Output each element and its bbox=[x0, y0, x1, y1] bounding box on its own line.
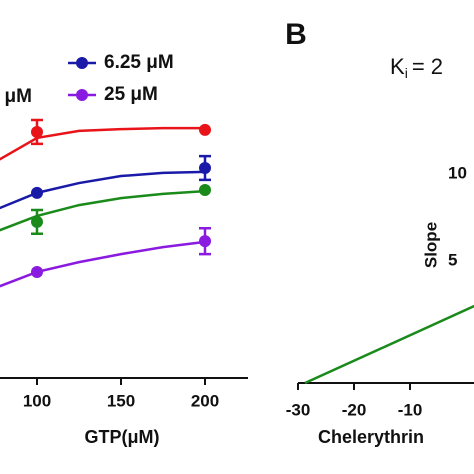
ki-annotation: Ki = 2 bbox=[390, 54, 443, 81]
x-tick-label: 200 bbox=[191, 391, 219, 410]
ki-value: = 2 bbox=[412, 54, 443, 79]
x-tick-label: 150 bbox=[107, 391, 135, 410]
ki-symbol: K bbox=[390, 54, 405, 79]
data-point bbox=[199, 235, 211, 248]
x-tick-label: -20 bbox=[342, 400, 367, 419]
fit-line bbox=[0, 189, 206, 232]
x-tick-label: -30 bbox=[286, 400, 311, 419]
y-axis-label: Slope bbox=[421, 222, 440, 268]
legend-label: μM bbox=[5, 86, 32, 107]
annotations: 100 150 200 6.25 μM μM 25 μM -30 -20 -10 5 10 bbox=[5, 52, 467, 419]
ki-subscript: i bbox=[405, 65, 408, 81]
fit-line bbox=[0, 126, 205, 161]
y-tick-label: 10 bbox=[448, 164, 467, 183]
legend-label: 6.25 μM bbox=[104, 52, 174, 73]
legend-marker bbox=[76, 57, 88, 69]
left-plot bbox=[0, 118, 211, 288]
x-tick-label: 100 bbox=[23, 391, 51, 410]
x-tick-label: -10 bbox=[398, 400, 423, 419]
data-point bbox=[199, 162, 211, 174]
right-plot bbox=[304, 304, 474, 385]
y-tick-label: 5 bbox=[448, 251, 457, 270]
data-point bbox=[31, 215, 43, 228]
data-point bbox=[31, 186, 43, 199]
panel-label: B bbox=[285, 18, 307, 51]
fit-line bbox=[0, 240, 206, 288]
legend-label: 25 μM bbox=[104, 84, 158, 105]
legend-marker bbox=[76, 89, 88, 101]
fit-line bbox=[0, 170, 206, 210]
fit-line bbox=[304, 304, 474, 385]
data-point bbox=[199, 123, 211, 136]
data-point bbox=[31, 265, 43, 278]
x-axis-label: Chelerythrin bbox=[318, 427, 424, 447]
data-point bbox=[199, 184, 211, 197]
data-point bbox=[31, 125, 43, 138]
x-axis-label: GTP(μM) bbox=[85, 427, 160, 447]
